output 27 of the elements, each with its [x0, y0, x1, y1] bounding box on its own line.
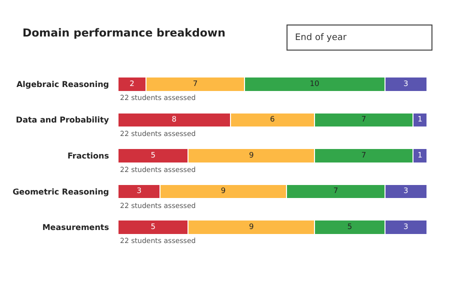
y-tick-label: Data and Probability	[16, 116, 110, 125]
y-tick-label: Measurements	[42, 223, 110, 232]
y-tick-label: Geometric Reasoning	[12, 187, 110, 196]
data-label: 1	[418, 150, 423, 160]
data-label: 3	[404, 222, 409, 231]
data-label: 9	[220, 186, 226, 196]
data-label: 7	[192, 78, 198, 88]
data-label: 3	[136, 186, 142, 196]
data-label: 3	[404, 186, 409, 196]
data-label: 8	[172, 114, 177, 124]
text: End of year	[295, 33, 347, 43]
data-label: 5	[150, 222, 156, 231]
data-label: 3	[404, 78, 409, 88]
data-label: 7	[361, 114, 366, 124]
y-tick-label: Fractions	[67, 152, 110, 161]
data-label: 10	[310, 78, 320, 88]
data-label: 1	[418, 114, 423, 124]
data-label: 2	[130, 78, 134, 88]
data-label: 7	[361, 150, 366, 160]
data-label: 9	[248, 222, 254, 231]
data-label: 5	[347, 222, 352, 231]
chart-title: Domain performance breakdown	[22, 26, 226, 40]
data-label: 9	[248, 150, 254, 160]
data-label: 7	[333, 186, 338, 196]
data-label: 6	[270, 114, 276, 124]
y-tick-label: Algebraic Reasoning	[16, 80, 110, 89]
data-label: 5	[150, 150, 156, 160]
